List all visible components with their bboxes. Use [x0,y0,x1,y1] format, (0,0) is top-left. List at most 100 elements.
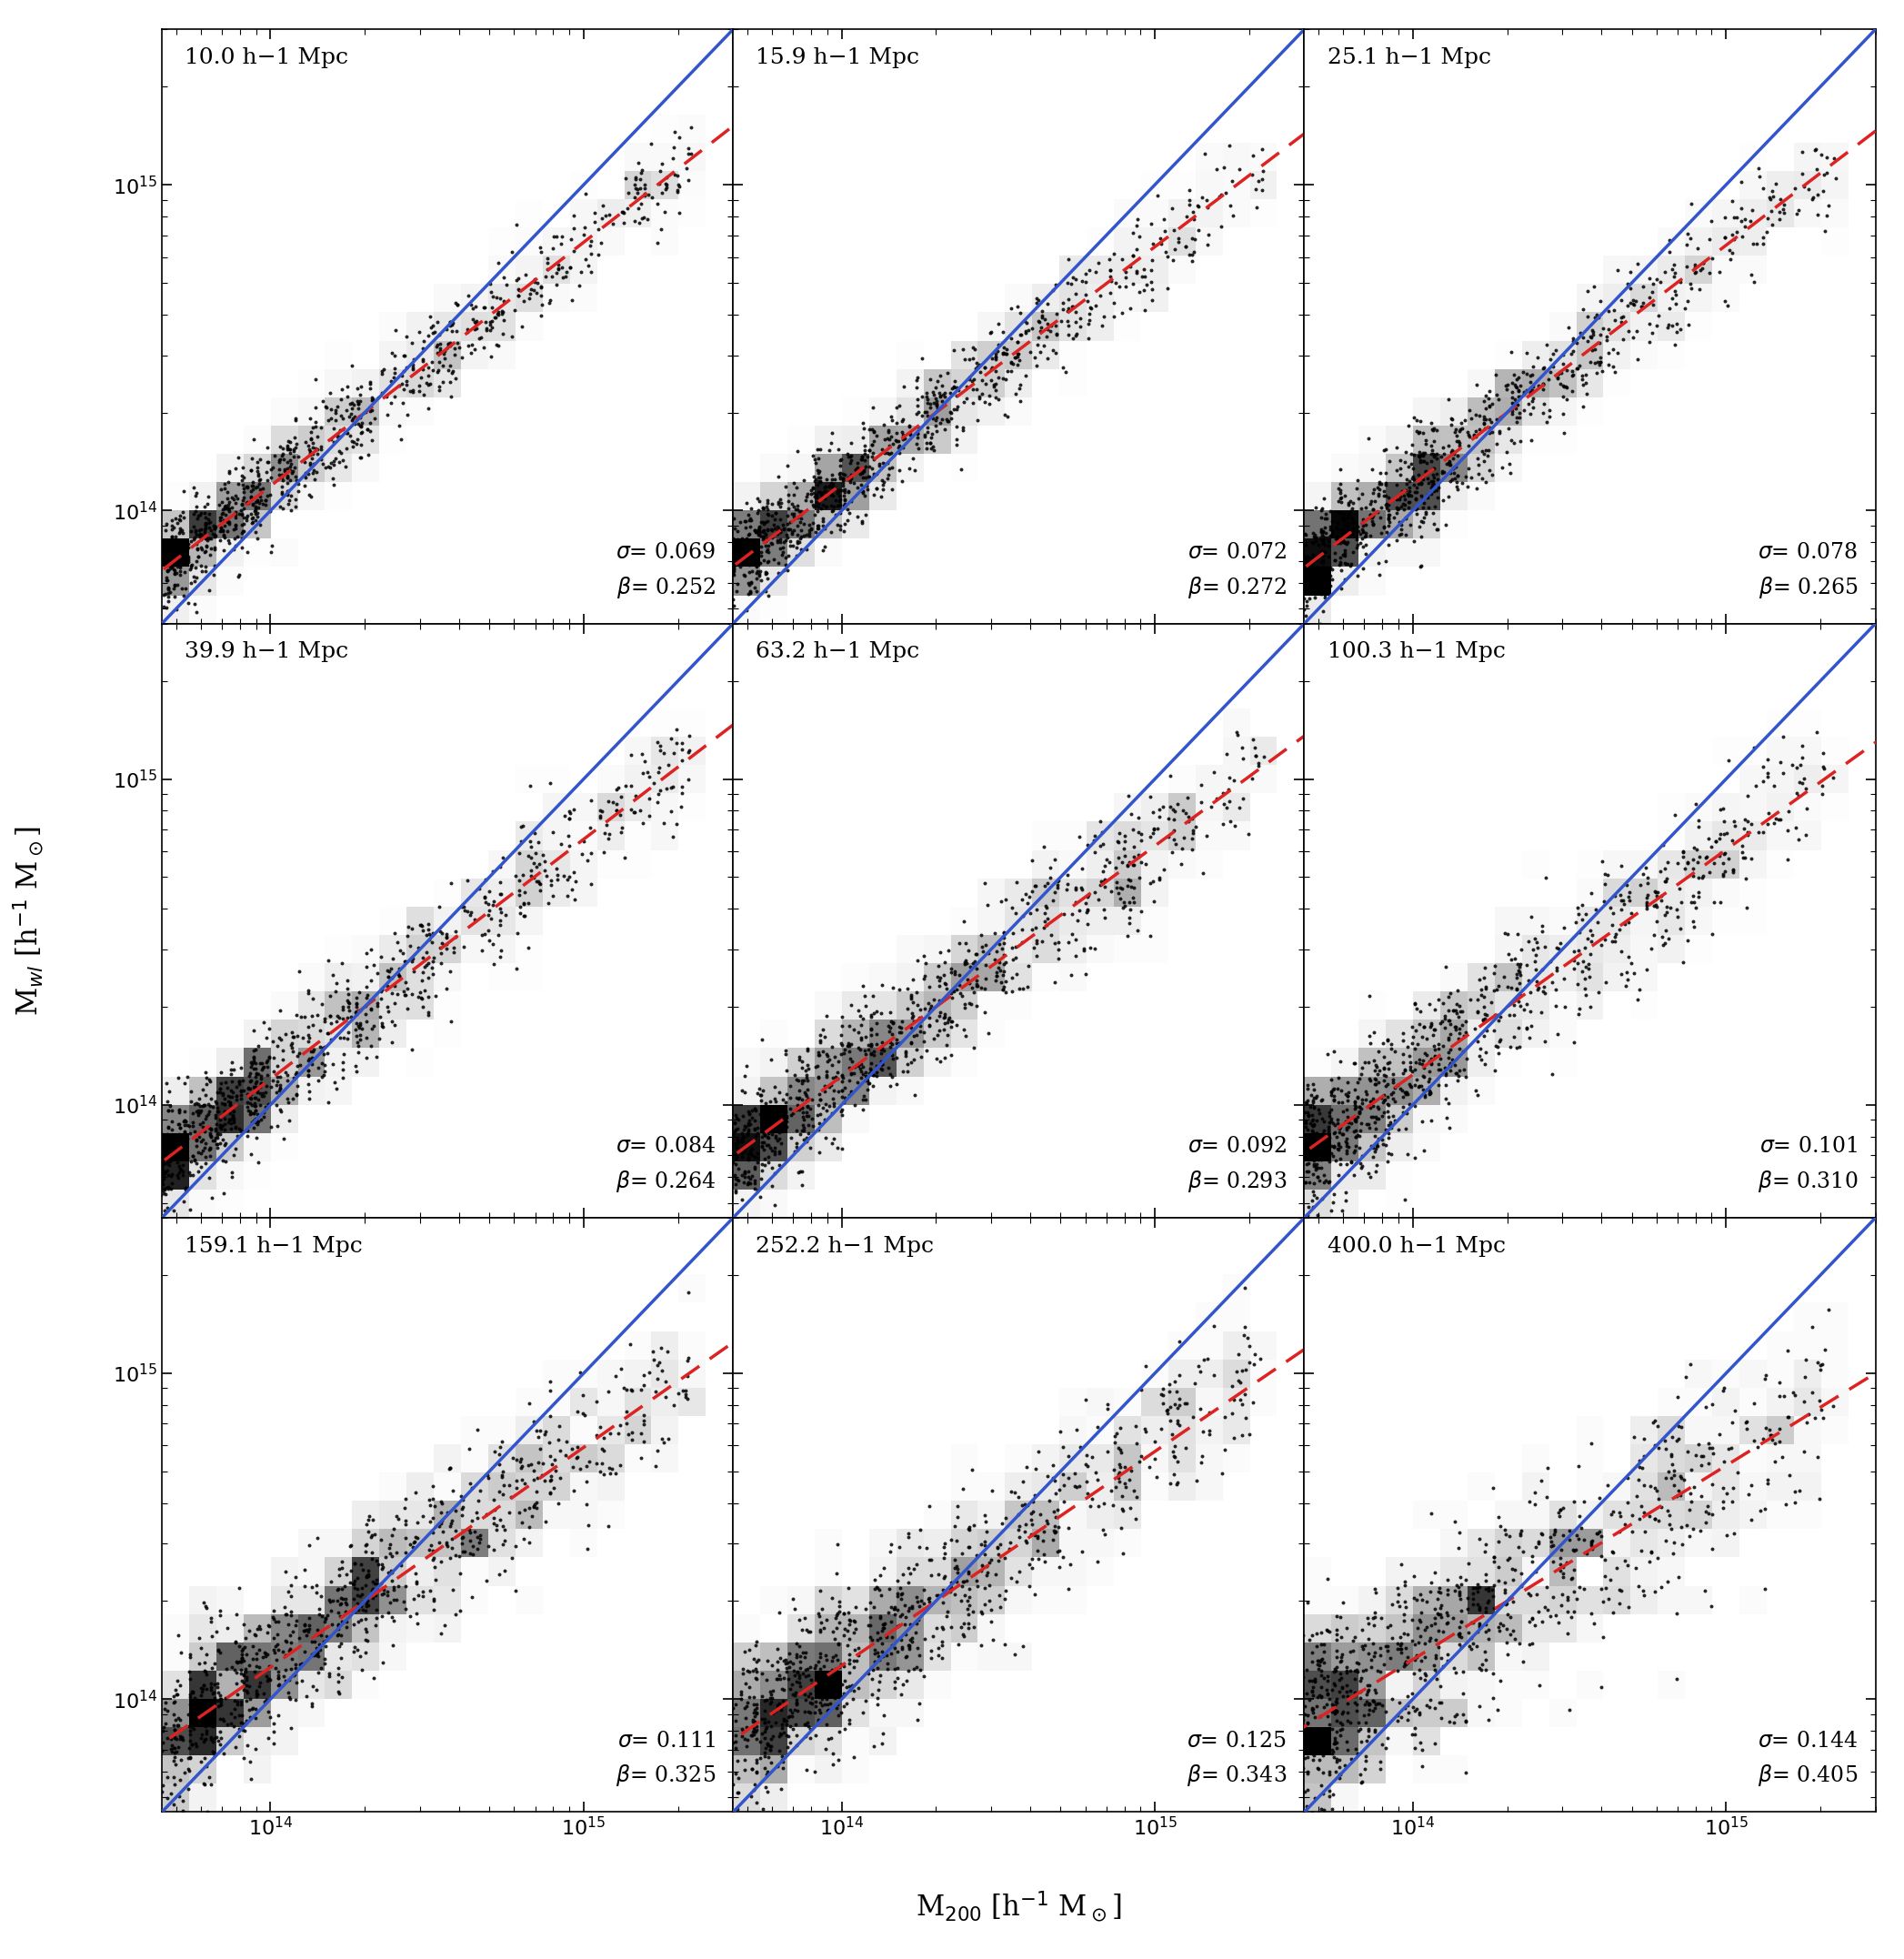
Point [190,523,221,554]
Point [1160,815,1190,846]
Point [1306,1085,1337,1117]
Point [1358,1685,1388,1716]
Point [162,550,192,582]
Point [228,1673,259,1704]
Point [988,972,1019,1003]
Point [527,290,558,321]
Point [762,515,792,547]
Point [586,202,617,233]
Point [1346,527,1377,558]
Point [202,1095,232,1126]
Point [1405,445,1436,476]
Point [834,1648,864,1679]
Point [672,1383,703,1414]
Point [1114,887,1144,919]
Point [840,454,870,486]
Point [1304,1097,1335,1128]
Point [457,292,487,323]
Point [735,1168,765,1199]
Point [1750,1493,1780,1524]
Point [419,1491,449,1522]
Point [750,558,781,590]
Point [982,1532,1013,1563]
Point [206,511,236,543]
Point [817,478,847,509]
Point [1491,370,1521,402]
Point [910,427,941,458]
Point [1365,1753,1396,1785]
Point [1434,1050,1464,1081]
Point [750,1087,781,1119]
Point [1605,302,1636,333]
Point [1672,846,1702,878]
Point [746,1126,777,1158]
Point [1329,517,1359,549]
Point [1306,1681,1337,1712]
Point [1002,290,1032,321]
Point [1493,370,1523,402]
Text: 10.0 h−1 Mpc: 10.0 h−1 Mpc [185,47,348,69]
Point [1696,1534,1727,1565]
Point [826,1095,857,1126]
Point [834,441,864,472]
Point [796,1669,826,1700]
Point [929,1042,960,1074]
Point [946,1571,977,1602]
Point [1514,388,1544,419]
Point [872,423,902,454]
Point [769,513,800,545]
Point [864,1602,895,1634]
Point [882,1068,912,1099]
Point [1794,174,1824,206]
Point [1319,1722,1350,1753]
Point [1438,404,1468,435]
Point [870,423,901,454]
Point [156,1722,187,1753]
Point [1523,343,1554,374]
Point [1352,1726,1382,1757]
Point [901,1019,931,1050]
Point [1584,1481,1615,1512]
Point [1607,302,1637,333]
Point [400,1526,430,1557]
Point [1028,1516,1059,1548]
Point [910,419,941,451]
Point [1479,1593,1510,1624]
Point [1057,897,1087,929]
Point [1689,1440,1719,1471]
Point [204,1659,234,1691]
Point [307,1034,337,1066]
Point [920,435,950,466]
Point [1318,554,1348,586]
Point [268,454,299,486]
Point [227,460,257,492]
Point [859,460,889,492]
Point [177,1728,208,1759]
Point [735,576,765,607]
Point [735,494,765,525]
Point [729,529,760,560]
Point [1116,1493,1146,1524]
Point [733,1115,764,1146]
Point [1040,876,1070,907]
Point [274,1575,305,1606]
Point [1392,1032,1422,1064]
Point [1733,1479,1763,1510]
Point [752,498,783,529]
Point [295,423,326,454]
Point [1727,221,1757,253]
Point [1087,310,1118,341]
Point [156,521,187,552]
Point [1422,474,1453,505]
Point [1150,237,1180,268]
Point [446,1557,476,1589]
Point [527,840,558,872]
Point [219,1710,249,1742]
Point [777,498,807,529]
Point [190,1103,221,1134]
Point [438,1573,468,1604]
Point [1577,321,1607,353]
Point [642,188,672,219]
Point [748,521,779,552]
Point [1359,1064,1390,1095]
